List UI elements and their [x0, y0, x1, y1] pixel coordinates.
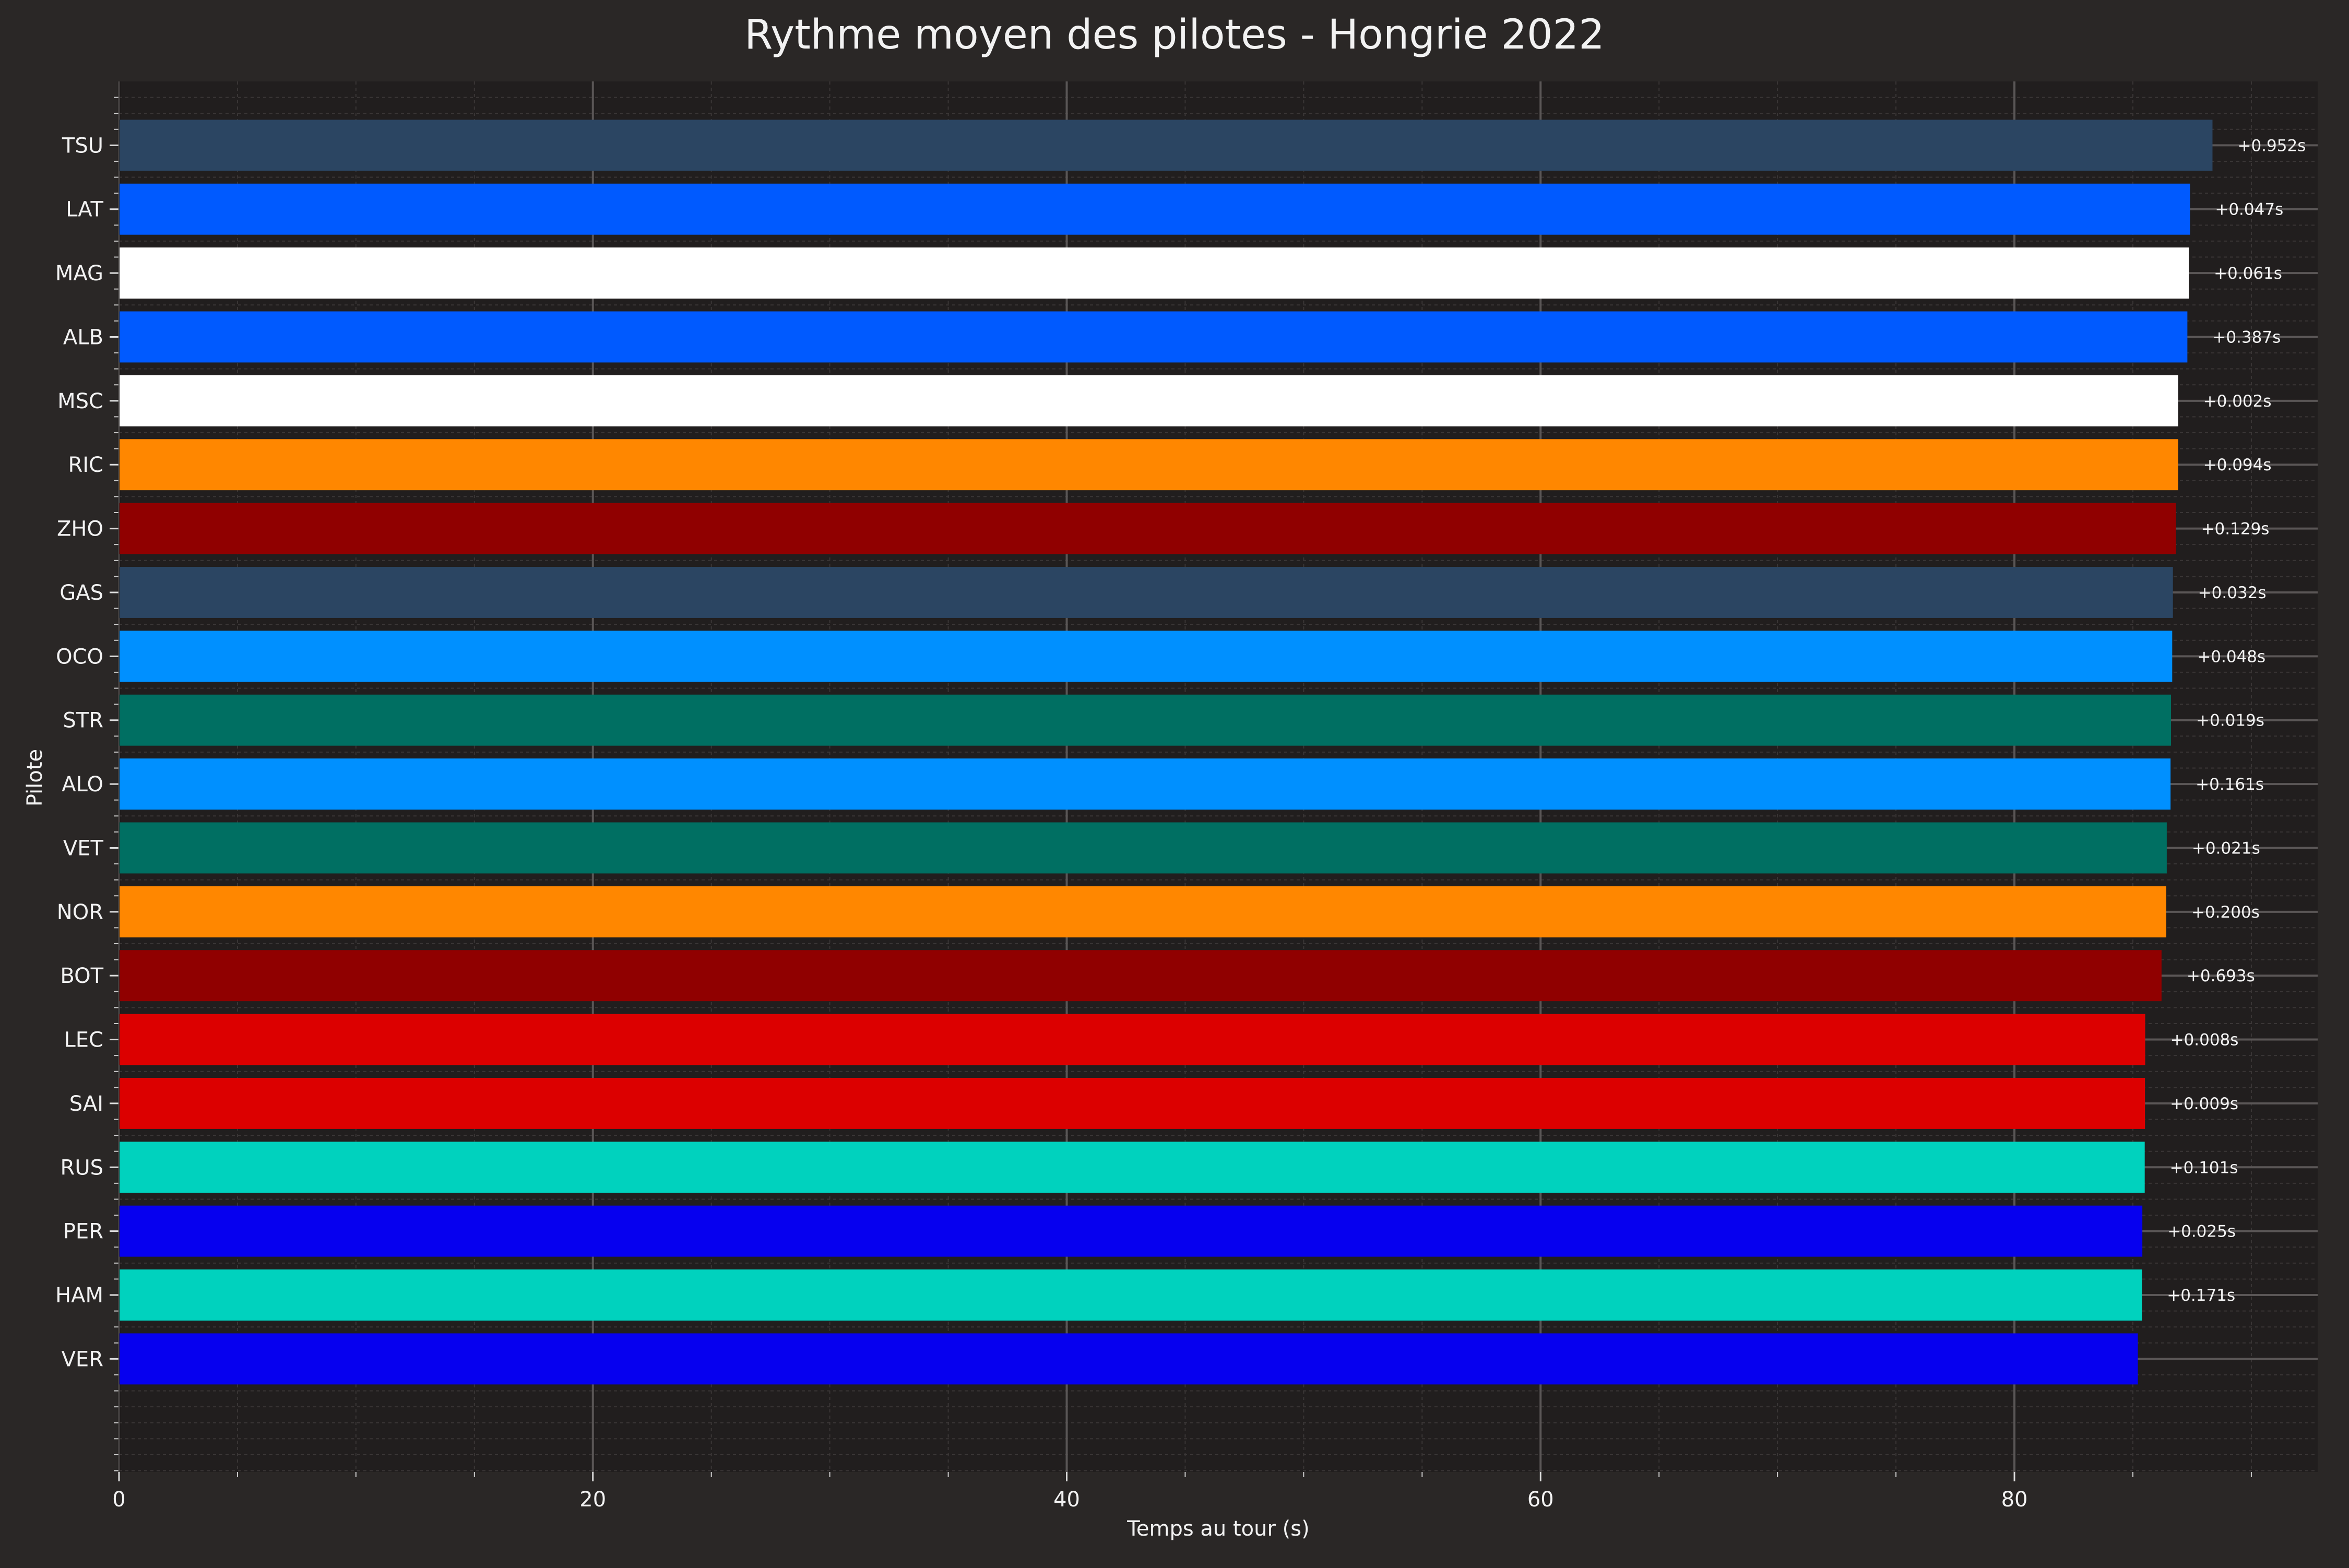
- bars-group: [119, 120, 2213, 1385]
- bar-rus: [119, 1142, 2145, 1193]
- bar-lat: [119, 183, 2190, 235]
- bar-sai: [119, 1077, 2145, 1129]
- gap-label: +0.693s: [2187, 967, 2255, 985]
- y-tick-label: ALB: [63, 325, 103, 349]
- gap-label: +0.094s: [2203, 456, 2272, 474]
- y-tick-label: LAT: [66, 198, 103, 222]
- y-tick-label: MSC: [57, 389, 103, 413]
- bar-mag: [119, 247, 2189, 299]
- y-tick-label: ALO: [62, 773, 103, 797]
- x-tick-label: 20: [579, 1488, 606, 1512]
- gap-label: +0.952s: [2237, 136, 2306, 155]
- gap-label: +0.048s: [2197, 647, 2265, 666]
- y-tick-label: RUS: [61, 1156, 103, 1180]
- x-tick-label: 0: [112, 1488, 125, 1512]
- bar-ver: [119, 1333, 2138, 1385]
- bar-zho: [119, 503, 2176, 554]
- gap-label: +0.200s: [2191, 903, 2260, 922]
- x-axis: 0 20 40 60 80: [112, 1472, 2252, 1512]
- bar-tsu: [119, 120, 2213, 171]
- bar-alb: [119, 311, 2188, 363]
- y-tick-label: NOR: [57, 900, 103, 924]
- bar-lec: [119, 1014, 2145, 1065]
- x-axis-label: Temps au tour (s): [1126, 1517, 1309, 1541]
- gap-label: +0.129s: [2201, 520, 2270, 539]
- y-tick-label: PER: [63, 1220, 103, 1244]
- y-tick-label: GAS: [60, 581, 103, 605]
- y-tick-label: BOT: [60, 964, 103, 988]
- gap-label: +0.101s: [2170, 1158, 2238, 1177]
- gap-label: +0.009s: [2170, 1095, 2238, 1113]
- y-tick-label: TSU: [62, 134, 103, 158]
- bar-labels-group: +0.952s +0.047s +0.061s +0.387s +0.002s +0.09…: [2167, 136, 2306, 1305]
- gap-label: +0.032s: [2198, 584, 2267, 602]
- bar-bot: [119, 950, 2162, 1002]
- x-tick-label: 80: [2001, 1488, 2028, 1512]
- gap-label: +0.171s: [2167, 1286, 2235, 1305]
- y-tick-label: VET: [63, 836, 104, 860]
- y-tick-label: MAG: [55, 262, 103, 286]
- y-tick-label: OCO: [56, 645, 103, 669]
- bar-gas: [119, 567, 2173, 618]
- bar-per: [119, 1205, 2143, 1257]
- gap-label: +0.002s: [2203, 392, 2272, 411]
- y-tick-label: RIC: [68, 453, 103, 477]
- y-tick-label: VER: [62, 1347, 103, 1371]
- bar-oco: [119, 631, 2173, 682]
- bar-ham: [119, 1269, 2142, 1321]
- gap-label: +0.061s: [2214, 264, 2282, 283]
- gap-label: +0.019s: [2196, 711, 2264, 730]
- gap-label: +0.025s: [2167, 1222, 2236, 1241]
- gap-label: +0.008s: [2170, 1031, 2239, 1050]
- bar-str: [119, 694, 2172, 746]
- bar-alo: [119, 758, 2171, 810]
- y-tick-label: SAI: [69, 1092, 103, 1116]
- gap-label: +0.021s: [2192, 839, 2260, 858]
- x-tick-label: 40: [1053, 1488, 1080, 1512]
- bar-ric: [119, 439, 2178, 491]
- y-tick-label: STR: [63, 709, 103, 733]
- bar-msc: [119, 375, 2178, 426]
- y-tick-label: ZHO: [57, 517, 103, 541]
- x-tick-label: 60: [1527, 1488, 1554, 1512]
- gap-label: +0.047s: [2215, 200, 2283, 219]
- gap-label: +0.387s: [2212, 328, 2281, 347]
- bar-nor: [119, 886, 2166, 937]
- gap-label: +0.161s: [2196, 775, 2264, 794]
- y-tick-label: HAM: [55, 1284, 103, 1308]
- y-axis-label: Pilote: [23, 749, 47, 806]
- chart-title: Rythme moyen des pilotes - Hongrie 2022: [744, 11, 1605, 58]
- bar-vet: [119, 822, 2167, 874]
- y-axis: TSU LAT MAG ALB MSC RIC ZHO GAS OCO STR ALO VET NOR B…: [55, 81, 120, 1472]
- y-tick-label: LEC: [64, 1028, 104, 1052]
